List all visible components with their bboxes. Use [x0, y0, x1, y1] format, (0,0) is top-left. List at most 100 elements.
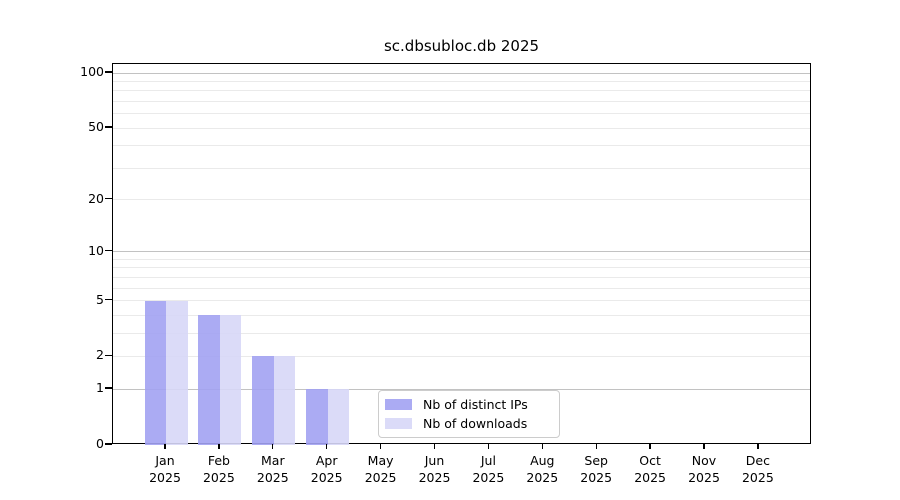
- gridline-minor: [113, 90, 810, 92]
- x-axis-tick: [487, 444, 490, 449]
- x-tick-year: 2025: [472, 470, 505, 485]
- gridline-minor: [113, 355, 810, 357]
- gridline-minor: [113, 113, 810, 115]
- bar-downloads-feb: [219, 315, 242, 445]
- x-axis-tick: [164, 444, 166, 449]
- x-tick-month: Nov: [691, 453, 717, 468]
- y-axis-tick: [105, 443, 112, 445]
- x-tick-year: 2025: [310, 470, 343, 485]
- x-tick-label-oct: Oct 2025: [617, 452, 683, 486]
- x-tick-label-aug: Aug 2025: [509, 452, 575, 486]
- y-axis-tick: [105, 250, 112, 252]
- x-axis-tick: [541, 444, 543, 449]
- y-axis-tick: [105, 354, 112, 357]
- legend-swatch-distinct-ips: [385, 399, 412, 410]
- y-axis-tick: [105, 298, 112, 301]
- bar-distinct-ips-jan: [144, 300, 166, 445]
- x-tick-label-dec: Dec 2025: [725, 452, 791, 486]
- x-tick-year: 2025: [418, 470, 451, 485]
- x-tick-year: 2025: [364, 470, 397, 485]
- x-tick-month: Aug: [530, 453, 555, 468]
- x-tick-month: Oct: [639, 453, 661, 468]
- x-tick-label-sep: Sep 2025: [563, 452, 629, 486]
- x-tick-month: Dec: [745, 453, 770, 468]
- x-tick-month: Jun: [424, 453, 445, 468]
- y-axis-tick-label: 20: [88, 190, 104, 206]
- y-axis-tick-label: 1: [96, 380, 104, 396]
- bar-distinct-ips-mar: [252, 356, 274, 445]
- legend-item-downloads: Nb of downloads: [385, 414, 551, 433]
- x-axis-tick: [326, 444, 328, 449]
- x-axis-tick: [379, 444, 382, 449]
- legend-item-distinct-ips: Nb of distinct IPs: [385, 395, 551, 414]
- y-axis-tick-label: 0: [96, 436, 104, 451]
- bar-downloads-apr: [327, 389, 350, 445]
- x-tick-label-nov: Nov 2025: [671, 452, 737, 486]
- y-axis-tick-label: 50: [88, 119, 104, 135]
- x-tick-year: 2025: [634, 470, 666, 485]
- gridline-minor: [113, 127, 810, 129]
- x-axis-tick: [757, 444, 759, 449]
- gridline-major: [113, 251, 810, 253]
- chart-title: sc.dbsubloc.db 2025: [383, 37, 540, 55]
- x-tick-label-feb: Feb 2025: [186, 452, 252, 486]
- x-tick-year: 2025: [526, 470, 559, 485]
- x-tick-label-mar: Mar 2025: [240, 452, 306, 486]
- gridline-major: [113, 388, 810, 390]
- bar-distinct-ips-apr: [306, 389, 328, 445]
- x-axis-tick: [433, 444, 436, 449]
- x-tick-label-apr: Apr 2025: [294, 452, 360, 486]
- gridline-minor: [113, 314, 810, 316]
- x-tick-month: Jan: [155, 453, 175, 468]
- x-tick-label-jun: Jun 2025: [402, 452, 468, 486]
- y-axis-tick: [105, 126, 112, 128]
- legend-label-downloads: Nb of downloads: [423, 416, 528, 431]
- x-tick-year: 2025: [149, 470, 181, 485]
- x-tick-label-jan: Jan 2025: [132, 452, 198, 486]
- gridline-minor: [113, 80, 810, 82]
- legend-swatch-downloads: [385, 418, 412, 429]
- x-axis-tick: [649, 444, 651, 449]
- x-tick-label-jul: Jul 2025: [455, 452, 521, 486]
- legend: Nb of distinct IPs Nb of downloads: [378, 390, 560, 438]
- x-tick-month: Mar: [261, 453, 285, 468]
- x-tick-label-may: May 2025: [348, 452, 414, 486]
- gridline-minor: [113, 287, 810, 289]
- gridline-minor: [113, 258, 810, 260]
- x-tick-year: 2025: [256, 470, 289, 485]
- y-axis-tick: [105, 387, 112, 389]
- y-axis-tick-label: 100: [80, 64, 104, 79]
- gridline-minor: [113, 100, 810, 102]
- x-axis-tick: [703, 444, 705, 449]
- gridline-minor: [113, 267, 810, 269]
- y-axis-tick: [105, 71, 112, 73]
- x-axis-tick: [595, 444, 597, 449]
- gridline-major: [113, 72, 810, 74]
- x-axis-tick: [218, 444, 220, 449]
- x-tick-month: May: [367, 453, 394, 468]
- x-tick-month: Sep: [584, 453, 608, 468]
- gridline-minor: [113, 300, 810, 302]
- legend-label-distinct-ips: Nb of distinct IPs: [423, 397, 528, 412]
- x-tick-year: 2025: [202, 470, 235, 485]
- plot-area: [112, 63, 811, 445]
- y-axis-tick-label: 2: [96, 347, 104, 363]
- y-axis-tick: [105, 197, 112, 200]
- x-tick-month: Jul: [480, 453, 496, 468]
- y-axis-tick-label: 5: [96, 291, 104, 307]
- gridline-minor: [113, 332, 810, 334]
- x-tick-year: 2025: [580, 470, 613, 485]
- gridline-minor: [113, 167, 810, 169]
- gridline-minor: [113, 145, 810, 147]
- x-tick-month: Feb: [207, 453, 230, 468]
- x-axis-tick: [272, 444, 274, 449]
- bar-distinct-ips-feb: [198, 315, 220, 445]
- x-tick-month: Apr: [315, 453, 338, 468]
- gridline-minor: [113, 276, 810, 278]
- y-axis-tick-label: 10: [88, 242, 104, 258]
- gridline-minor: [113, 199, 810, 201]
- x-tick-year: 2025: [741, 470, 774, 485]
- bar-downloads-jan: [166, 300, 188, 445]
- bar-downloads-mar: [273, 356, 296, 445]
- x-tick-year: 2025: [688, 470, 720, 485]
